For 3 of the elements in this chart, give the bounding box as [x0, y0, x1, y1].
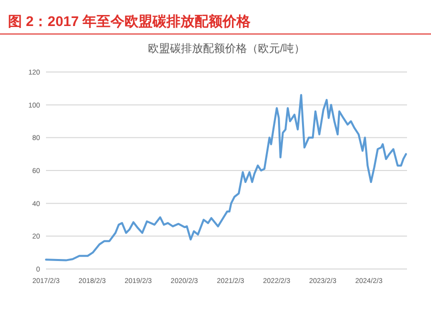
chart-title: 图 2：2017 年至今欧盟碳排放配额价格: [8, 13, 252, 29]
line-series: [45, 94, 407, 262]
chart-subtitle: 欧盟碳排放配额价格（欧元/吨）: [148, 42, 306, 55]
